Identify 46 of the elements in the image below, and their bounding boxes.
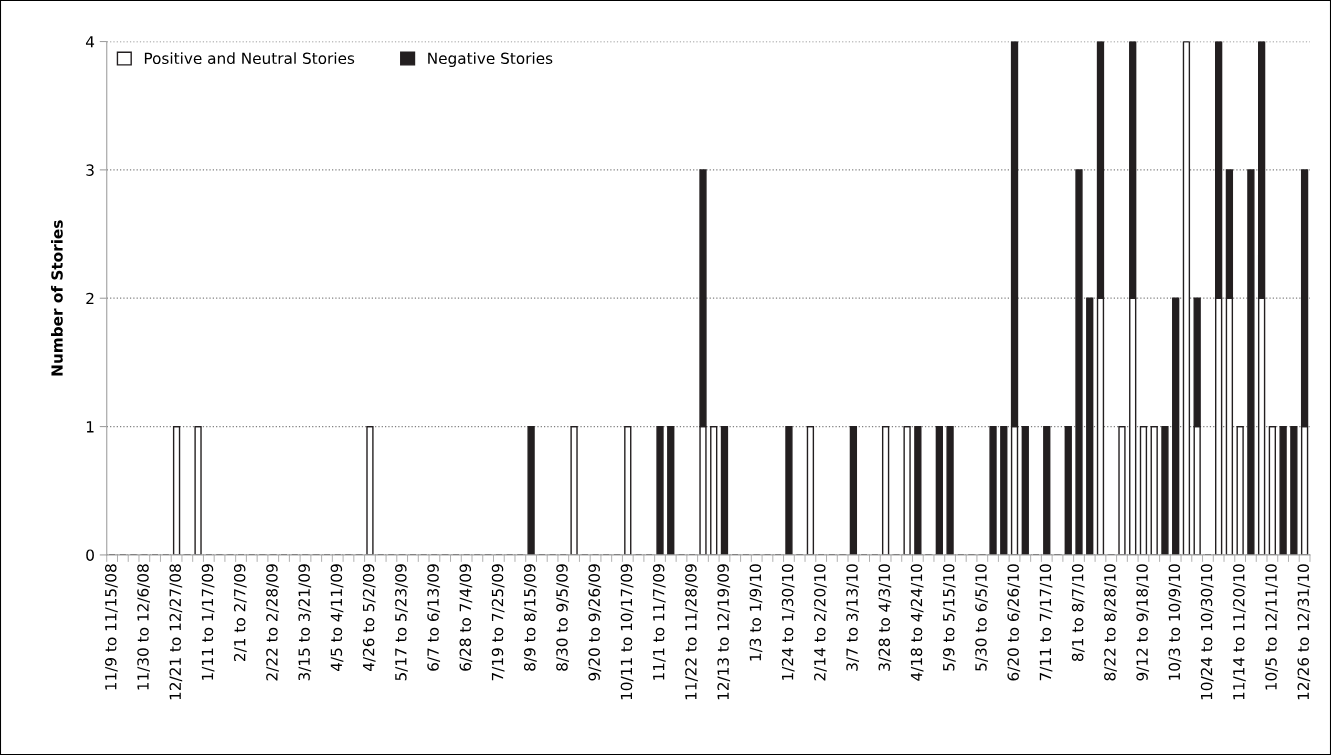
x-tick-label: 4/5 to 4/11/09: [330, 564, 344, 672]
y-axis-title: Number of Stories: [50, 220, 63, 376]
legend-label: Positive and Neutral Stories: [144, 52, 355, 65]
x-tick-label: 11/1 to 11/7/09: [652, 564, 666, 680]
y-tick-label: 3: [86, 164, 94, 176]
x-tick-label: 10/3 to 10/9/10: [1168, 564, 1182, 680]
x-tick-label: 6/28 to 7/4/09: [459, 564, 473, 671]
x-tick-label: 9/20 to 9/26/09: [588, 564, 602, 681]
x-tick-label: 5/17 to 5/23/09: [395, 564, 408, 681]
x-tick-label: 12/21 to 12/27/08: [169, 564, 183, 700]
x-tick-label: 8/22 to 8/28/10: [1104, 564, 1117, 681]
x-tick-label: 2/22 to 2/28/09: [266, 564, 279, 681]
x-tick-label: 3/15 to 3/21/09: [298, 564, 312, 681]
x-tick-label: 1/11 to 1/17/09: [201, 564, 215, 680]
x-tick-label: 8/30 to 9/5/09: [556, 564, 569, 671]
x-tick-label: 11/22 to 11/28/09: [685, 564, 698, 700]
x-tick-label: 10/24 to 10/30/10: [1200, 564, 1214, 700]
x-tick-label: 11/14 to 11/20/10: [1233, 564, 1246, 700]
y-tick-label: 1: [86, 421, 94, 433]
x-tick-label: 10/5 to 12/11/10: [1265, 564, 1278, 690]
x-tick-label: 4/26 to 5/2/09: [362, 564, 376, 672]
x-tick-label: 10/11 to 10/17/09: [620, 564, 634, 700]
x-tick-label: 2/14 to 2/20/10: [814, 564, 827, 681]
x-tick-label: 7/11 to 7/17/10: [1039, 564, 1053, 681]
x-tick-label: 11/9 to 11/15/08: [104, 564, 118, 690]
x-tick-label: 2/1 to 2/7/09: [233, 564, 247, 661]
x-tick-label: 6/20 to 6/26/10: [1007, 564, 1021, 681]
x-tick-label: 6/7 to 6/13/09: [427, 564, 441, 671]
legend-label: Negative Stories: [428, 52, 553, 68]
y-tick-label: 2: [86, 292, 94, 305]
x-tick-label: 1/3 to 1/9/10: [749, 564, 763, 661]
x-tick-label: 3/7 to 3/13/10: [846, 564, 860, 671]
x-tick-label: 12/26 to 12/31/10: [1297, 564, 1311, 700]
x-tick-label: 7/19 to 7/25/09: [491, 564, 505, 681]
x-tick-label: 9/12 to 9/18/10: [1136, 564, 1150, 681]
y-tick-label: 0: [86, 549, 94, 561]
x-tick-label: 4/18 to 4/24/10: [910, 564, 924, 681]
x-tick-label: 8/9 to 8/15/09: [523, 564, 537, 671]
x-tick-label: 11/30 to 12/6/08: [137, 564, 150, 690]
x-tick-label: 8/1 to 8/7/10: [1071, 564, 1085, 662]
x-tick-label: 3/28 to 4/3/10: [878, 564, 892, 671]
x-tick-label: 1/24 to 1/30/10: [781, 564, 795, 680]
x-tick-label: 5/9 to 5/15/10: [942, 564, 956, 671]
x-tick-label: 5/30 to 6/5/10: [975, 564, 988, 671]
x-tick-label: 12/13 to 12/19/09: [717, 564, 731, 700]
y-tick-label: 4: [85, 36, 95, 48]
